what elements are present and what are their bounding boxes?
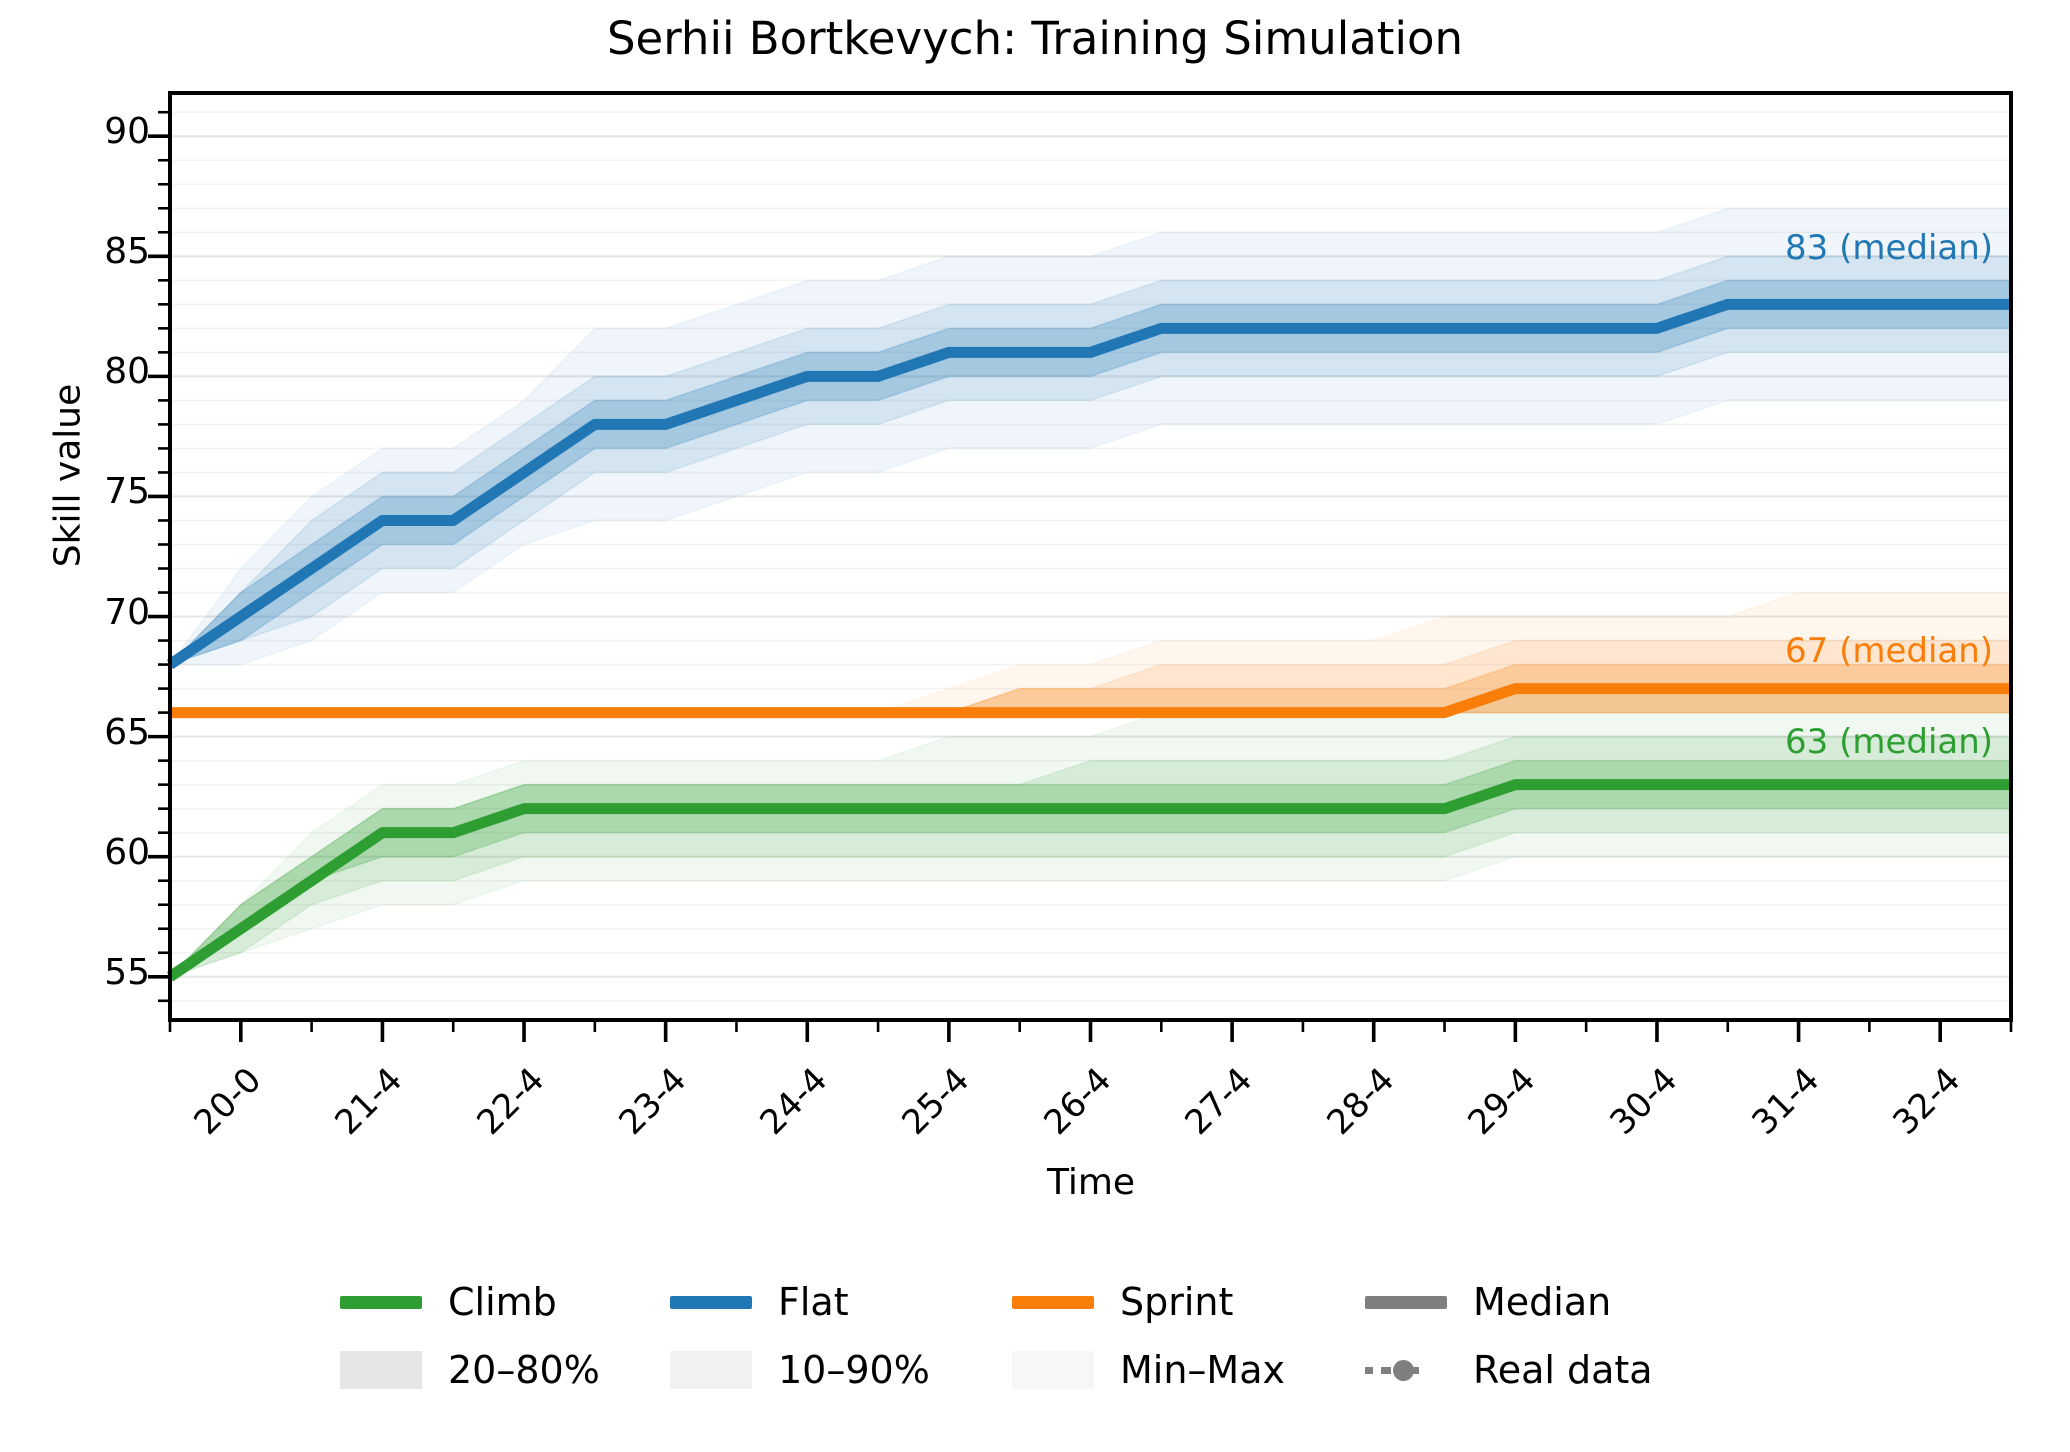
legend-label: Climb — [448, 1280, 557, 1324]
legend-label: 10–90% — [778, 1348, 930, 1392]
end-annotation-83: 83 (median) — [1785, 227, 1994, 268]
y-tick-label: 75 — [104, 471, 150, 513]
legend-label: Real data — [1473, 1348, 1653, 1392]
plot-background — [170, 93, 2011, 1020]
legend-item-median[interactable]: Median — [1365, 1280, 1611, 1324]
end-annotation-67: 67 (median) — [1785, 630, 1994, 671]
end-annotation-63: 63 (median) — [1785, 722, 1994, 763]
legend-label: Median — [1473, 1280, 1612, 1324]
legend-line-swatch — [1365, 1295, 1447, 1309]
median-line-climb — [166, 779, 2011, 982]
legend-label: Flat — [778, 1280, 849, 1324]
median-line-flat — [166, 298, 2011, 670]
median-line-sprint — [170, 683, 2011, 719]
legend-band-swatch — [670, 1351, 752, 1389]
legend-item-min-max[interactable]: Min–Max — [1012, 1348, 1285, 1392]
legend-label: 20–80% — [448, 1348, 600, 1392]
legend-line-swatch — [340, 1295, 422, 1309]
legend-item-20-80[interactable]: 20–80% — [340, 1348, 600, 1392]
legend-item-10-90[interactable]: 10–90% — [670, 1348, 930, 1392]
y-tick-label: 80 — [104, 351, 150, 393]
x-axis-label: Time — [1046, 1162, 1136, 1203]
y-tick-label: 55 — [104, 951, 150, 993]
chart-title: Serhii Bortkevych: Training Simulation — [606, 12, 1464, 65]
y-tick-label: 70 — [104, 591, 150, 633]
chart-legend: Climb Flat Sprint Median 20–80% 10–90% Min–Max… — [340, 1280, 1740, 1410]
y-tick-label: 85 — [104, 231, 150, 273]
legend-label: Sprint — [1120, 1280, 1234, 1324]
y-tick-label: 90 — [104, 111, 150, 153]
legend-item-sprint[interactable]: Sprint — [1012, 1280, 1233, 1324]
legend-line-swatch — [1012, 1295, 1094, 1309]
legend-line-swatch — [670, 1295, 752, 1309]
legend-label: Min–Max — [1120, 1348, 1285, 1392]
y-tick-label: 65 — [104, 711, 150, 753]
y-tick-label: 60 — [104, 831, 150, 873]
legend-band-swatch — [1012, 1351, 1094, 1389]
legend-item-real-data[interactable]: Real data — [1365, 1348, 1653, 1392]
legend-item-flat[interactable]: Flat — [670, 1280, 849, 1324]
legend-realdata-swatch — [1365, 1351, 1447, 1389]
legend-item-climb[interactable]: Climb — [340, 1280, 557, 1324]
legend-band-swatch — [340, 1351, 422, 1389]
